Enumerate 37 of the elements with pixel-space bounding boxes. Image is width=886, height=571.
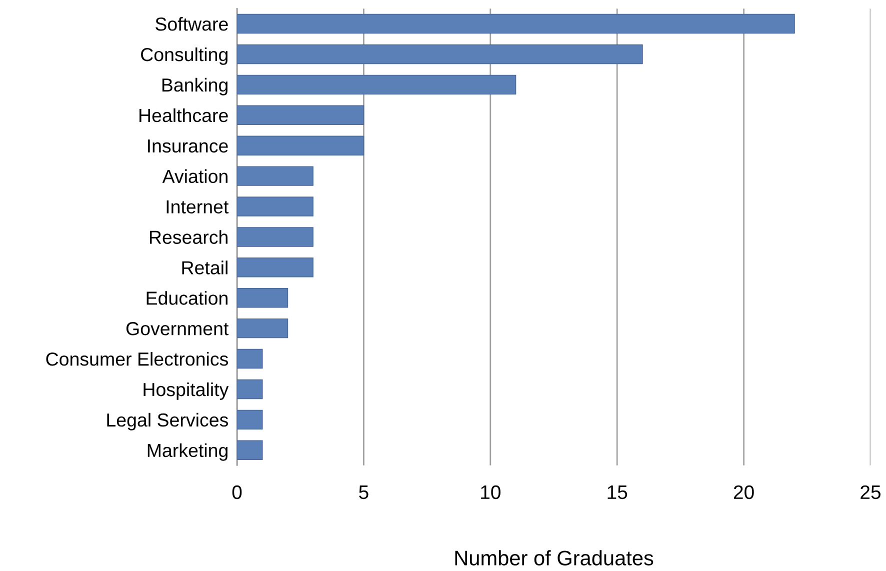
y-tick-label: Healthcare <box>140 108 228 122</box>
y-tick-label: Internet <box>166 200 229 214</box>
x-axis-title: Number of Graduates <box>455 550 654 566</box>
x-tick-label: 10 <box>481 485 500 500</box>
bar <box>237 379 263 400</box>
y-tick-label: Government <box>126 322 229 336</box>
y-tick-label: Marketing <box>148 443 228 461</box>
bar <box>237 14 795 34</box>
bar <box>237 166 314 186</box>
y-tick-label: Aviation <box>162 169 228 184</box>
y-tick-label: Consumer Electronics <box>46 352 228 366</box>
y-tick-label: Legal Services <box>107 412 228 430</box>
x-tick-label: 15 <box>608 486 628 500</box>
bar <box>237 136 364 156</box>
bar <box>237 258 314 278</box>
bar <box>237 227 314 247</box>
bar <box>237 410 263 430</box>
y-tick-label: Education <box>146 291 228 305</box>
y-tick-label: Insurance <box>148 140 228 153</box>
y-tick-label: Consulting <box>141 47 228 65</box>
bar <box>237 196 314 216</box>
x-tick-label: 0 <box>232 485 242 500</box>
y-tick-label: Retail <box>182 260 228 274</box>
y-tick-label: Software <box>156 17 228 31</box>
y-tick-label: Research <box>150 230 228 244</box>
y-tick-label: Banking <box>162 78 228 96</box>
y-tick-label: Hospitality <box>144 382 229 400</box>
x-tick-label: 25 <box>860 485 880 500</box>
bar <box>237 348 263 369</box>
bar <box>237 74 516 95</box>
bar <box>237 105 364 126</box>
bar <box>237 288 288 308</box>
bar <box>237 44 643 64</box>
x-tick-label: 5 <box>359 486 368 500</box>
x-tick-label: 20 <box>734 485 754 500</box>
bar <box>237 318 288 338</box>
bar <box>237 440 263 460</box>
